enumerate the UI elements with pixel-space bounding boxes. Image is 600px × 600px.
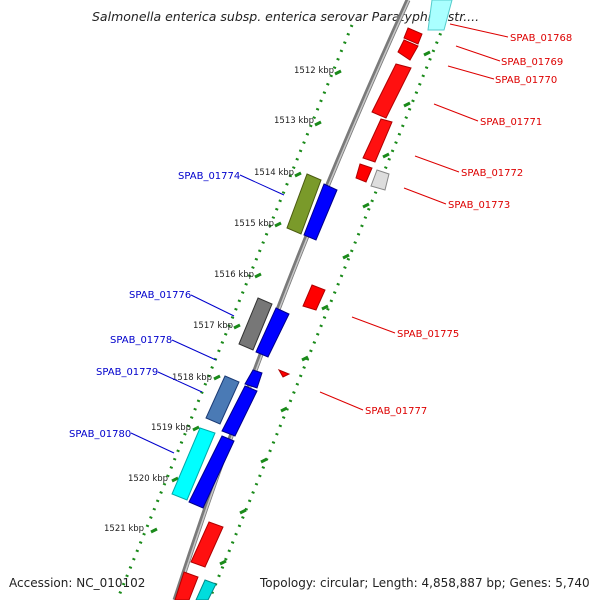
kbp-label: 1514 kbp xyxy=(254,168,294,178)
backbone xyxy=(172,0,411,600)
forward-label-leaders xyxy=(130,174,285,454)
gene-arrow xyxy=(371,63,412,119)
gene-arrow xyxy=(188,435,235,509)
forward-genes xyxy=(171,173,338,509)
kbp-label: 1518 kbp xyxy=(172,373,212,383)
inner-tick-track xyxy=(116,24,354,599)
gene-label-spab-01774[interactable]: SPAB_01774 xyxy=(178,171,240,182)
accession-text: Accession: NC_010102 xyxy=(9,576,145,590)
gene-arrow xyxy=(195,579,217,600)
gene-label-spab-01780[interactable]: SPAB_01780 xyxy=(69,429,131,440)
kbp-label: 1513 kbp xyxy=(274,116,314,126)
gene-label-spab-01772[interactable]: SPAB_01772 xyxy=(461,168,523,179)
genome-title: Salmonella enterica subsp. enterica sero… xyxy=(92,9,479,24)
gene-label-spab-01776[interactable]: SPAB_01776 xyxy=(129,290,191,301)
gene-label-spab-01777[interactable]: SPAB_01777 xyxy=(365,406,427,417)
gene-label-spab-01769[interactable]: SPAB_01769 xyxy=(501,57,563,68)
kbp-label: 1520 kbp xyxy=(128,474,168,484)
gene-arrow xyxy=(362,118,393,163)
kbp-label: 1517 kbp xyxy=(193,321,233,331)
gene-arrow xyxy=(244,369,263,389)
reverse-genes xyxy=(174,0,453,600)
topology-text: Topology: circular; Length: 4,858,887 bp… xyxy=(259,576,590,590)
gene-label-spab-01770[interactable]: SPAB_01770 xyxy=(495,75,557,86)
gene-label-spab-01779[interactable]: SPAB_01779 xyxy=(96,367,158,378)
gene-arrow xyxy=(403,27,423,45)
kbp-label: 1521 kbp xyxy=(104,524,144,534)
backbone-highlight xyxy=(175,0,410,600)
kbp-label: 1516 kbp xyxy=(214,270,254,280)
gene-arrow xyxy=(277,369,291,378)
kbp-label: 1515 kbp xyxy=(234,219,274,229)
gene-arrow xyxy=(397,39,419,61)
kbp-label: 1512 kbp xyxy=(294,66,334,76)
gene-arrow xyxy=(205,375,240,425)
gene-arrow xyxy=(171,427,216,501)
gene-arrow xyxy=(427,0,453,31)
kbp-ticks-outer xyxy=(219,50,431,566)
gene-arrow xyxy=(174,571,199,600)
gene-label-spab-01771[interactable]: SPAB_01771 xyxy=(480,117,542,128)
gene-arrow xyxy=(370,169,390,191)
gene-label-spab-01773[interactable]: SPAB_01773 xyxy=(448,200,510,211)
gene-arrow xyxy=(303,183,338,241)
gene-label-spab-01768[interactable]: SPAB_01768 xyxy=(510,33,572,44)
reverse-label-leaders xyxy=(319,23,509,411)
gene-arrow xyxy=(302,284,326,311)
gene-arrow xyxy=(238,297,273,351)
gene-arrow xyxy=(286,173,322,235)
gene-arrow xyxy=(221,385,258,437)
kbp-ticks-inner xyxy=(150,69,342,534)
gene-arrow xyxy=(255,307,290,358)
gene-label-spab-01775[interactable]: SPAB_01775 xyxy=(397,329,459,340)
gene-label-spab-01778[interactable]: SPAB_01778 xyxy=(110,335,172,346)
gene-arrow xyxy=(355,163,373,183)
gene-arrow xyxy=(190,521,224,568)
kbp-label: 1519 kbp xyxy=(151,423,191,433)
